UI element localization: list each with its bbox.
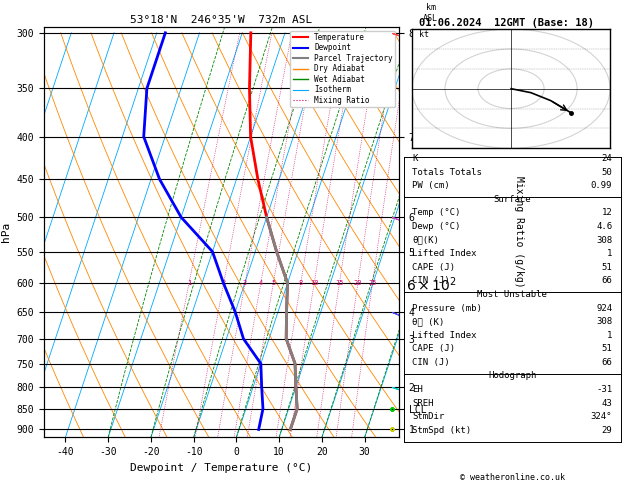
Text: 1: 1 bbox=[607, 249, 612, 258]
Text: 43: 43 bbox=[601, 399, 612, 408]
Text: 25: 25 bbox=[368, 280, 377, 286]
Text: CIN (J): CIN (J) bbox=[413, 358, 450, 367]
Text: StmSpd (kt): StmSpd (kt) bbox=[413, 426, 472, 435]
Text: PW (cm): PW (cm) bbox=[413, 181, 450, 190]
Text: Totals Totals: Totals Totals bbox=[413, 168, 482, 177]
Text: K: K bbox=[413, 154, 418, 163]
Text: 8: 8 bbox=[299, 280, 303, 286]
Text: StmDir: StmDir bbox=[413, 412, 445, 421]
Text: 50: 50 bbox=[601, 168, 612, 177]
Text: Surface: Surface bbox=[494, 195, 531, 204]
Text: CAPE (J): CAPE (J) bbox=[413, 344, 455, 353]
Text: CIN (J): CIN (J) bbox=[413, 277, 450, 285]
Text: 66: 66 bbox=[601, 358, 612, 367]
Text: θᴄ(K): θᴄ(K) bbox=[413, 236, 440, 244]
Text: 66: 66 bbox=[601, 277, 612, 285]
Text: 0.99: 0.99 bbox=[591, 181, 612, 190]
Text: Lifted Index: Lifted Index bbox=[413, 330, 477, 340]
Text: Lifted Index: Lifted Index bbox=[413, 249, 477, 258]
Text: Dewp (°C): Dewp (°C) bbox=[413, 222, 461, 231]
Text: Pressure (mb): Pressure (mb) bbox=[413, 304, 482, 312]
Text: Temp (°C): Temp (°C) bbox=[413, 208, 461, 217]
Text: 2: 2 bbox=[221, 280, 226, 286]
Text: 5: 5 bbox=[271, 280, 276, 286]
Text: 308: 308 bbox=[596, 236, 612, 244]
Text: CAPE (J): CAPE (J) bbox=[413, 263, 455, 272]
Text: 51: 51 bbox=[601, 263, 612, 272]
Text: 20: 20 bbox=[353, 280, 362, 286]
Title: 53°18'N  246°35'W  732m ASL: 53°18'N 246°35'W 732m ASL bbox=[130, 15, 313, 25]
Text: 24: 24 bbox=[601, 154, 612, 163]
Text: -31: -31 bbox=[596, 385, 612, 394]
Text: © weatheronline.co.uk: © weatheronline.co.uk bbox=[460, 473, 565, 482]
Text: 29: 29 bbox=[601, 426, 612, 435]
Text: 12: 12 bbox=[601, 208, 612, 217]
Legend: Temperature, Dewpoint, Parcel Trajectory, Dry Adiabat, Wet Adiabat, Isotherm, Mi: Temperature, Dewpoint, Parcel Trajectory… bbox=[291, 31, 395, 107]
Text: km
ASL: km ASL bbox=[423, 3, 438, 23]
Text: 308: 308 bbox=[596, 317, 612, 326]
Text: 1: 1 bbox=[187, 280, 191, 286]
X-axis label: Dewpoint / Temperature (°C): Dewpoint / Temperature (°C) bbox=[130, 463, 313, 473]
Text: Most Unstable: Most Unstable bbox=[477, 290, 547, 299]
Text: 4.6: 4.6 bbox=[596, 222, 612, 231]
Text: θᴄ (K): θᴄ (K) bbox=[413, 317, 445, 326]
Text: 15: 15 bbox=[335, 280, 343, 286]
Text: 4: 4 bbox=[259, 280, 263, 286]
Text: 51: 51 bbox=[601, 344, 612, 353]
Y-axis label: Mixing Ratio (g/kg): Mixing Ratio (g/kg) bbox=[514, 176, 524, 288]
Text: EH: EH bbox=[413, 385, 423, 394]
Text: 01.06.2024  12GMT (Base: 18): 01.06.2024 12GMT (Base: 18) bbox=[419, 18, 594, 29]
Text: Hodograph: Hodograph bbox=[488, 371, 537, 381]
Text: 1: 1 bbox=[607, 330, 612, 340]
Text: SREH: SREH bbox=[413, 399, 434, 408]
Text: 324°: 324° bbox=[591, 412, 612, 421]
Text: 3: 3 bbox=[243, 280, 247, 286]
Text: kt: kt bbox=[419, 30, 428, 39]
Text: 10: 10 bbox=[310, 280, 318, 286]
Text: 924: 924 bbox=[596, 304, 612, 312]
Y-axis label: hPa: hPa bbox=[1, 222, 11, 242]
